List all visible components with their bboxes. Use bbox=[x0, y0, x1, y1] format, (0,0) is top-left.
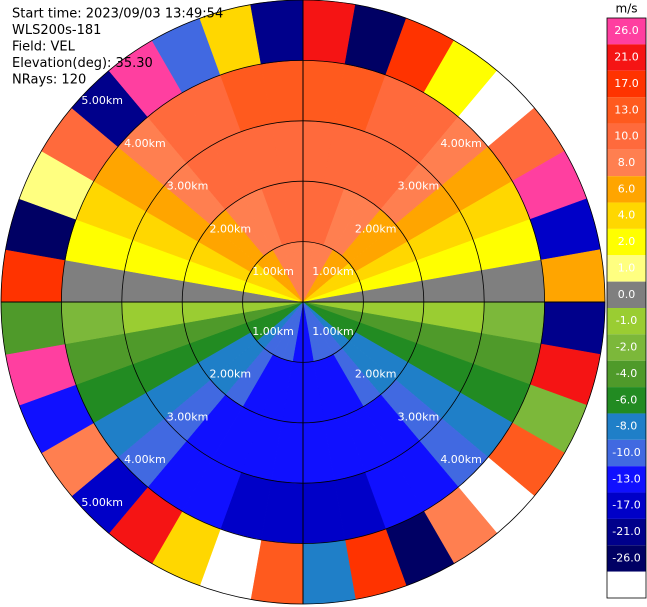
colorbar-cell bbox=[607, 70, 646, 98]
range-ring bbox=[60, 59, 546, 545]
annotation: Elevation(deg): 35.30 bbox=[12, 56, 153, 71]
colorbar-cell bbox=[607, 202, 646, 229]
range-ring-label: 2.00km bbox=[210, 368, 252, 381]
colorbar-cell bbox=[607, 281, 646, 308]
colorbar-cell bbox=[607, 308, 646, 335]
range-ring-label: 1.00km bbox=[312, 325, 354, 338]
range-ring bbox=[242, 241, 364, 363]
range-ring-label: 3.00km bbox=[398, 410, 440, 423]
colorbar-label: 8.0 bbox=[618, 156, 636, 169]
range-ring-label: 5.00km bbox=[483, 496, 525, 509]
colorbar-label: -30.0 bbox=[612, 578, 640, 591]
colorbar-cell bbox=[607, 97, 646, 124]
range-ring-label: 4.00km bbox=[124, 453, 166, 466]
range-ring-label: 2.00km bbox=[355, 368, 397, 381]
range-ring-label: 3.00km bbox=[398, 180, 440, 193]
colorbar-label: -1.0 bbox=[616, 314, 637, 327]
annotation: NRays: 120 bbox=[12, 73, 86, 88]
range-ring-label: 2.00km bbox=[355, 222, 397, 235]
range-ring-label: 5.00km bbox=[81, 496, 123, 509]
colorbar-frame bbox=[606, 17, 647, 599]
range-ring-label: 4.00km bbox=[440, 453, 482, 466]
colorbar-cell bbox=[607, 123, 646, 150]
colorbar-label: 6.0 bbox=[618, 182, 636, 195]
annotation: Start time: 2023/09/03 13:49:54 bbox=[12, 7, 223, 22]
colorbar-label: 1.0 bbox=[618, 261, 636, 274]
range-ring-label: 5.00km bbox=[81, 94, 123, 107]
colorbar-cell bbox=[607, 413, 646, 440]
colorbar-cell bbox=[607, 518, 646, 546]
colorbar-cell bbox=[607, 571, 646, 598]
colorbar-label: 21.0 bbox=[614, 51, 639, 64]
range-ring bbox=[121, 120, 485, 484]
colorbar-label: 10.0 bbox=[614, 130, 639, 143]
colorbar-cell bbox=[607, 176, 646, 203]
colorbar-label: -13.0 bbox=[612, 472, 640, 485]
colorbar-label: 4.0 bbox=[618, 209, 636, 222]
colorbar-label: -6.0 bbox=[616, 393, 637, 406]
range-ring-label: 5.00km bbox=[483, 94, 525, 107]
colorbar-label: 13.0 bbox=[614, 103, 639, 116]
range-ring bbox=[0, 0, 606, 605]
range-ring-label: 3.00km bbox=[167, 180, 209, 193]
colorbar-cell bbox=[607, 545, 646, 572]
colorbar-label: -21.0 bbox=[612, 525, 640, 538]
range-ring bbox=[181, 180, 425, 424]
colorbar-label: -8.0 bbox=[616, 420, 637, 433]
colorbar-label: -26.0 bbox=[612, 551, 640, 564]
range-ring-label: 1.00km bbox=[252, 265, 294, 278]
colorbar-label: -17.0 bbox=[612, 499, 640, 512]
colorbar-label: 26.0 bbox=[614, 24, 639, 37]
annotations: Start time: 2023/09/03 13:49:54WLS200s-1… bbox=[12, 7, 223, 88]
colorbar-cell bbox=[607, 149, 646, 177]
range-ring-label: 2.00km bbox=[210, 222, 252, 235]
range-ring-label: 1.00km bbox=[252, 325, 294, 338]
colorbar-cell bbox=[607, 439, 646, 467]
colorbar-cell bbox=[607, 387, 646, 414]
colorbar-label: 2.0 bbox=[618, 235, 636, 248]
annotation: WLS200s-181 bbox=[12, 23, 101, 38]
colorbar-cell bbox=[607, 228, 646, 256]
colorbar-label: -4.0 bbox=[616, 367, 637, 380]
colorbar-title: m/s bbox=[616, 2, 638, 16]
colorbar-cell bbox=[607, 466, 646, 493]
colorbar-cell bbox=[607, 334, 646, 361]
range-ring-label: 4.00km bbox=[440, 137, 482, 150]
colorbar-cell bbox=[607, 44, 646, 71]
colorbar-cell bbox=[607, 18, 646, 45]
colorbar-cell bbox=[607, 360, 646, 388]
range-ring-label: 3.00km bbox=[167, 410, 209, 423]
colorbar-label: -2.0 bbox=[616, 341, 637, 354]
colorbar-label: 0.0 bbox=[618, 288, 636, 301]
colorbar-label: 17.0 bbox=[614, 77, 639, 90]
colorbar-cell bbox=[607, 492, 646, 519]
colorbar-cell bbox=[607, 255, 646, 282]
range-ring-label: 1.00km bbox=[312, 265, 354, 278]
colorbar-label: -10.0 bbox=[612, 446, 640, 459]
range-ring-label: 4.00km bbox=[124, 137, 166, 150]
annotation: Field: VEL bbox=[12, 40, 76, 55]
